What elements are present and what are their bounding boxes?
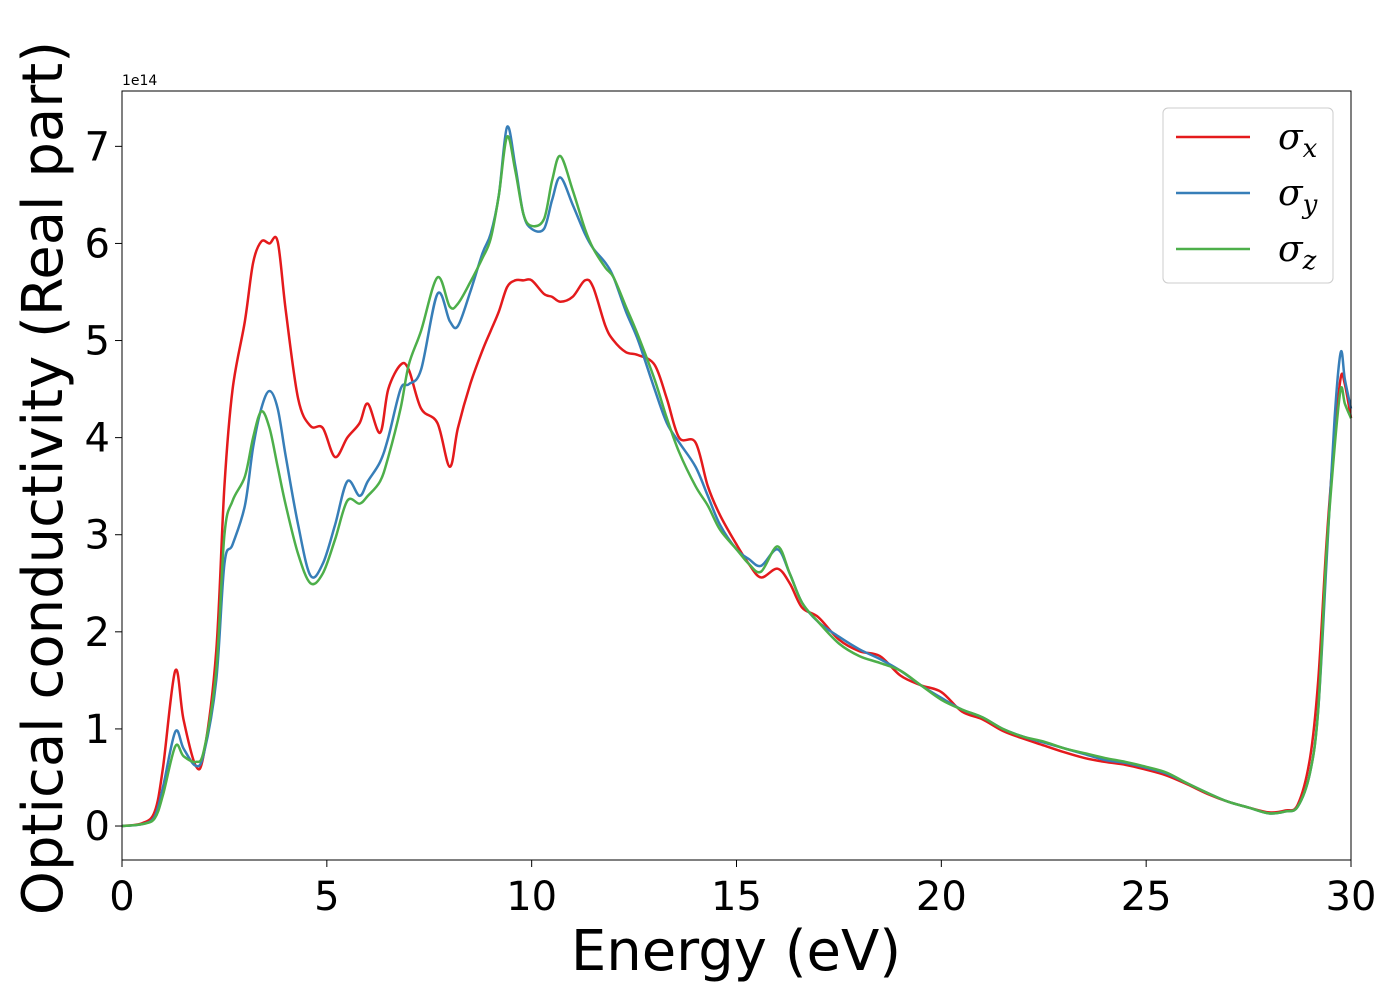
x-axis-label: Energy (eV) <box>571 919 901 984</box>
x-tick-label: 5 <box>314 874 339 920</box>
y-tick-label: 6 <box>85 221 110 267</box>
y-tick-label: 0 <box>85 804 110 850</box>
y-tick-label: 1 <box>85 707 110 753</box>
x-tick-label: 15 <box>711 874 762 920</box>
series-line-z <box>121 135 1353 828</box>
y-offset-label: 1e14 <box>122 73 157 89</box>
x-tick-label: 20 <box>916 874 967 920</box>
y-axis-label: Optical conductivity (Real part) <box>11 41 76 915</box>
y-tick-label: 4 <box>85 416 110 462</box>
legend-label-y: σy <box>1278 173 1318 220</box>
legend-box <box>1162 107 1334 284</box>
x-tick-label: 10 <box>506 874 557 920</box>
series-layer <box>121 125 1353 828</box>
ticks-layer: 0 5 10 15 20 25 30 0 1 2 3 4 5 6 7 <box>85 124 1377 920</box>
x-tick-label: 0 <box>109 874 134 920</box>
y-tick-label: 7 <box>85 124 110 170</box>
series-line-x <box>121 235 1353 828</box>
y-tick-label: 2 <box>85 610 110 656</box>
y-tick-label: 5 <box>85 319 110 365</box>
legend-label-x: σx <box>1278 117 1318 164</box>
x-tick-label: 25 <box>1121 874 1172 920</box>
y-tick-label: 3 <box>85 513 110 559</box>
x-tick-label: 30 <box>1326 874 1377 920</box>
